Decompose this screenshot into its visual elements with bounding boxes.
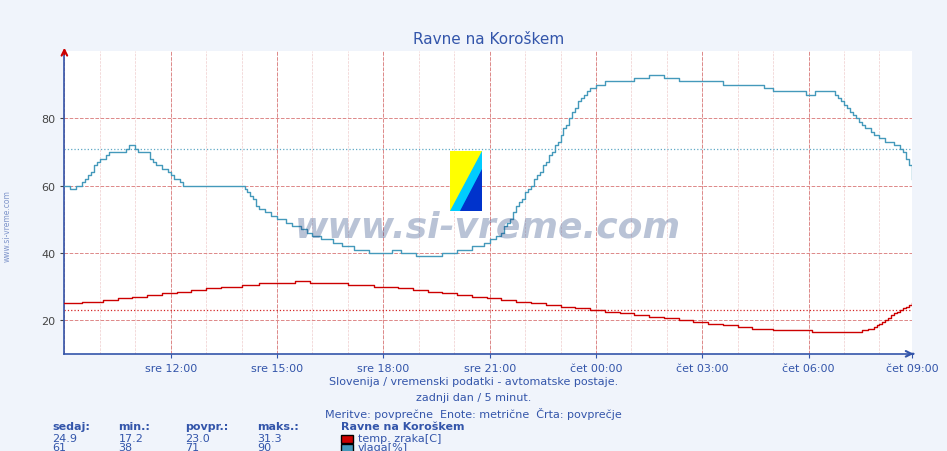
Text: 38: 38: [118, 442, 133, 451]
Text: 24.9: 24.9: [52, 433, 77, 443]
Text: sedaj:: sedaj:: [52, 421, 90, 431]
Text: temp. zraka[C]: temp. zraka[C]: [358, 433, 441, 443]
Text: zadnji dan / 5 minut.: zadnji dan / 5 minut.: [416, 392, 531, 402]
Text: 31.3: 31.3: [258, 433, 282, 443]
Text: 23.0: 23.0: [185, 433, 209, 443]
Text: 17.2: 17.2: [118, 433, 143, 443]
Text: povpr.:: povpr.:: [185, 421, 228, 431]
Text: 71: 71: [185, 442, 199, 451]
Text: 90: 90: [258, 442, 272, 451]
Text: Meritve: povprečne  Enote: metrične  Črta: povprečje: Meritve: povprečne Enote: metrične Črta:…: [325, 407, 622, 419]
Text: www.si-vreme.com: www.si-vreme.com: [295, 210, 681, 244]
Text: Slovenija / vremenski podatki - avtomatske postaje.: Slovenija / vremenski podatki - avtomats…: [329, 376, 618, 386]
Text: Ravne na Koroškem: Ravne na Koroškem: [341, 421, 464, 431]
Text: vlaga[%]: vlaga[%]: [358, 442, 408, 451]
Text: min.:: min.:: [118, 421, 151, 431]
Title: Ravne na Koroškem: Ravne na Koroškem: [413, 32, 563, 46]
Text: www.si-vreme.com: www.si-vreme.com: [3, 189, 12, 262]
Text: maks.:: maks.:: [258, 421, 299, 431]
Text: 61: 61: [52, 442, 66, 451]
